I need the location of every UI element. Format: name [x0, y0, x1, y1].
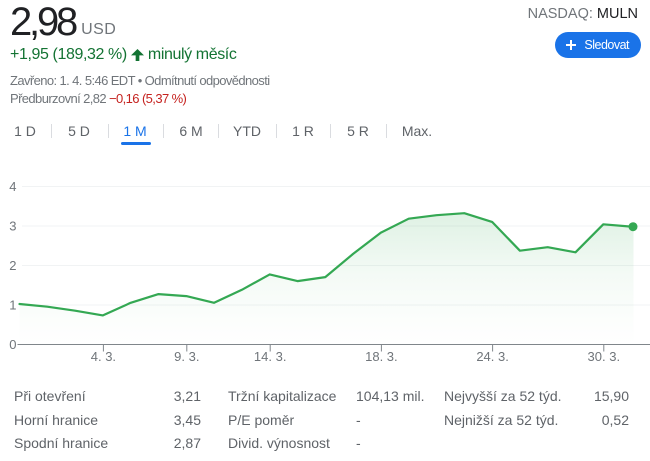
svg-text:4: 4 [9, 179, 16, 194]
svg-text:1: 1 [9, 298, 16, 313]
svg-text:2: 2 [9, 258, 16, 273]
svg-text:18. 3.: 18. 3. [365, 349, 398, 364]
svg-text:30. 3.: 30. 3. [588, 349, 621, 364]
svg-text:9. 3.: 9. 3. [174, 349, 199, 364]
svg-text:3: 3 [9, 219, 16, 234]
svg-text:4. 3.: 4. 3. [91, 349, 116, 364]
svg-text:0: 0 [9, 337, 16, 352]
svg-text:14. 3.: 14. 3. [254, 349, 287, 364]
svg-text:24. 3.: 24. 3. [476, 349, 509, 364]
